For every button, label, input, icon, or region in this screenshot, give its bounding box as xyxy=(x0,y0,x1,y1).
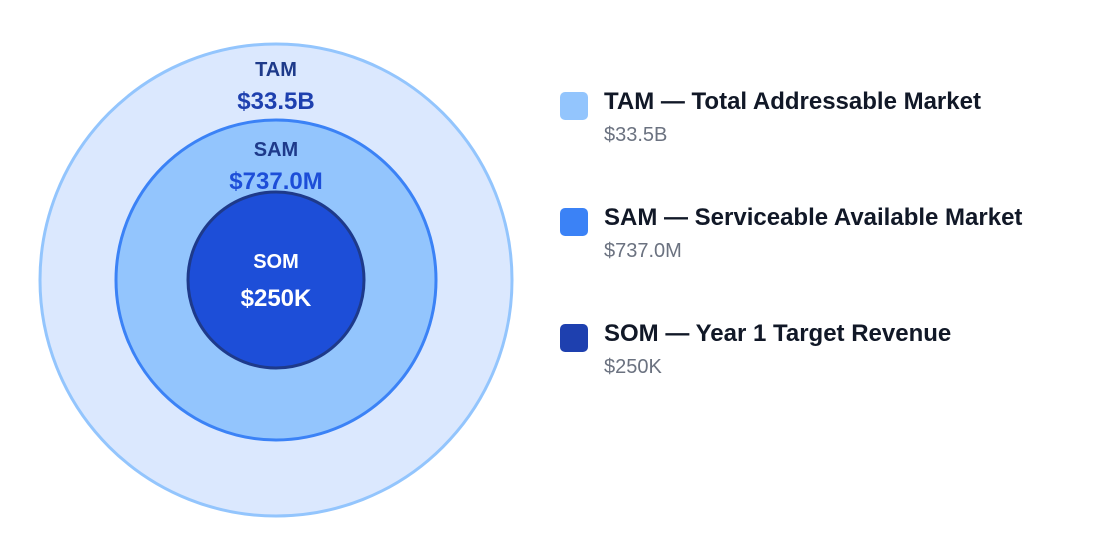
som-value: $250K xyxy=(241,285,312,312)
legend-item-tam: TAM — Total Addressable Market $33.5B xyxy=(560,86,1100,202)
legend-title-tam: TAM — Total Addressable Market xyxy=(604,88,981,115)
tam-swatch xyxy=(560,92,588,120)
legend: TAM — Total Addressable Market $33.5B SA… xyxy=(560,86,1100,434)
market-size-diagram: TAM $33.5B SAM $737.0M SOM $250K xyxy=(38,42,514,518)
legend-value-sam: $737.0M xyxy=(604,240,682,262)
legend-item-som: SOM — Year 1 Target Revenue $250K xyxy=(560,318,1100,434)
legend-item-sam: SAM — Serviceable Available Market $737.… xyxy=(560,202,1100,318)
som-label: SOM xyxy=(253,251,299,273)
legend-title-sam: SAM — Serviceable Available Market xyxy=(604,204,1023,231)
legend-value-tam: $33.5B xyxy=(604,124,668,146)
sam-swatch xyxy=(560,208,588,236)
som-swatch xyxy=(560,324,588,352)
som-circle xyxy=(186,190,366,370)
tam-value: $33.5B xyxy=(237,88,314,115)
legend-title-som: SOM — Year 1 Target Revenue xyxy=(604,320,952,347)
sam-label: SAM xyxy=(254,139,298,161)
tam-label: TAM xyxy=(255,59,297,81)
sam-value: $737.0M xyxy=(229,168,322,195)
legend-value-som: $250K xyxy=(604,356,662,378)
